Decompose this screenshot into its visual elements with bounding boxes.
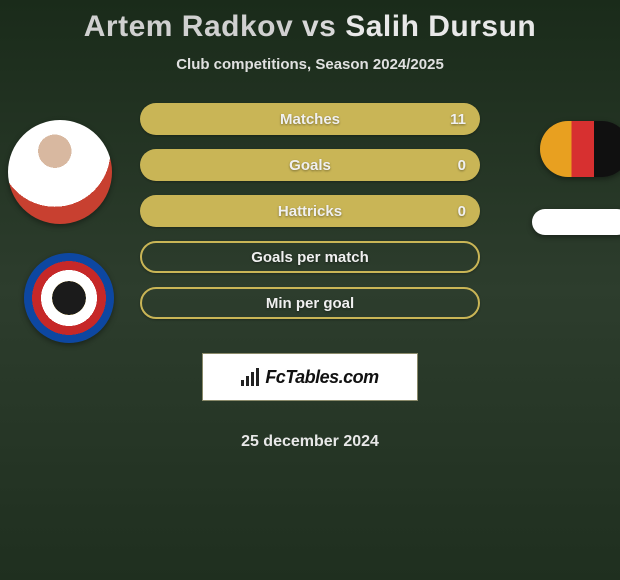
player2-name: Salih Dursun	[345, 10, 536, 43]
player1-photo	[8, 120, 112, 224]
stat-row-matches: Matches 11	[140, 103, 480, 135]
stat-right-value: 11	[450, 111, 466, 128]
stat-label: Hattricks	[278, 203, 342, 220]
stat-label: Matches	[280, 111, 340, 128]
page-title: Artem Radkov vs Salih Dursun	[84, 10, 537, 44]
stat-label: Goals	[289, 157, 331, 174]
stat-row-goals-per-match: Goals per match	[140, 241, 480, 273]
stat-row-min-per-goal: Min per goal	[140, 287, 480, 319]
stat-label: Min per goal	[266, 295, 354, 312]
subtitle: Club competitions, Season 2024/2025	[176, 56, 444, 73]
logo-text: FcTables.com	[265, 367, 378, 388]
fctables-logo[interactable]: FcTables.com	[202, 353, 418, 401]
stats-panel: Matches 11 Goals 0 Hattricks 0 Goals per…	[0, 103, 620, 451]
comparison-card: Artem Radkov vs Salih Dursun Club compet…	[0, 0, 620, 451]
stat-label: Goals per match	[251, 249, 369, 266]
vs-text: vs	[302, 10, 336, 43]
date-text: 25 december 2024	[241, 433, 379, 451]
stat-right-value: 0	[458, 203, 466, 220]
player2-club-logo	[532, 209, 620, 235]
stat-row-goals: Goals 0	[140, 149, 480, 181]
player1-name: Artem Radkov	[84, 10, 293, 43]
stat-row-hattricks: Hattricks 0	[140, 195, 480, 227]
stat-right-value: 0	[458, 157, 466, 174]
player2-photo	[540, 121, 620, 177]
player1-club-logo	[24, 253, 114, 343]
logo-bars-icon	[241, 368, 259, 386]
